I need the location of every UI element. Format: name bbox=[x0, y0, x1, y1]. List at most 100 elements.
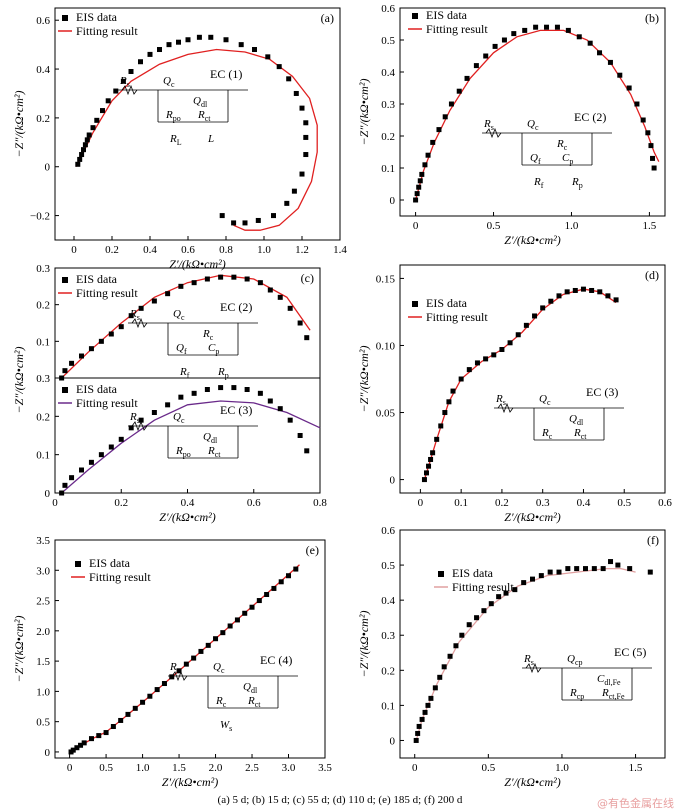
data-point bbox=[607, 59, 613, 65]
data-point bbox=[166, 42, 172, 48]
data-point bbox=[503, 590, 509, 596]
data-point bbox=[147, 693, 153, 699]
equivalent-circuit: Rs Qcp Cdl,Fe Rcp Rct,Fe bbox=[522, 653, 652, 701]
data-point bbox=[605, 293, 611, 299]
circuit-label: EC (3) bbox=[220, 403, 252, 417]
x-tick-label: 0.5 bbox=[617, 497, 631, 509]
data-point bbox=[483, 53, 489, 59]
data-point bbox=[118, 436, 124, 442]
chart-panel-c2: 0 0.2 0.4 0.6 0.8 0 0.1 0.2 0.3 Z′/(kΩ•cm²) −Z″/(k… bbox=[12, 347, 327, 524]
legend-label-fit: Fitting result bbox=[76, 286, 138, 300]
circuit-label: EC (1) bbox=[210, 67, 242, 81]
data-point bbox=[185, 37, 191, 43]
watermark-text: @有色金属在线 bbox=[597, 797, 674, 810]
data-point bbox=[213, 636, 219, 642]
x-tick-label: 0.8 bbox=[313, 497, 327, 509]
data-point bbox=[238, 42, 244, 48]
legend-label-data: EIS data bbox=[426, 8, 468, 22]
data-point bbox=[220, 630, 226, 636]
data-point bbox=[256, 598, 262, 604]
data-point bbox=[88, 346, 94, 352]
equivalent-circuit: Rs Qc Rc Qf Cp Rf Rp bbox=[482, 118, 612, 190]
data-point bbox=[466, 622, 472, 628]
resistor-symbol bbox=[121, 84, 138, 96]
legend-label-fit: Fitting result bbox=[452, 580, 514, 594]
circuit-element-label: Rct bbox=[247, 695, 261, 709]
y-tick-label: 0.15 bbox=[376, 273, 396, 285]
circuit-element-label: Qdl bbox=[569, 413, 584, 427]
resistor-symbol bbox=[171, 670, 188, 682]
panel-label: (c) bbox=[301, 271, 314, 285]
y-tick-label: 2.5 bbox=[36, 596, 50, 608]
legend-label-data: EIS data bbox=[76, 10, 118, 24]
data-point bbox=[118, 324, 124, 330]
data-point bbox=[244, 387, 250, 392]
data-point bbox=[252, 47, 257, 53]
data-point bbox=[425, 702, 431, 708]
circuit-element-label: Rs bbox=[523, 653, 534, 667]
y-tick-label: 0 bbox=[390, 735, 396, 747]
legend-marker-data bbox=[62, 15, 68, 21]
fit-curve bbox=[61, 400, 321, 494]
data-point bbox=[483, 356, 489, 362]
data-point bbox=[425, 152, 431, 158]
data-point bbox=[62, 368, 68, 374]
data-point bbox=[304, 335, 310, 341]
data-point bbox=[70, 747, 76, 753]
plot-frame bbox=[54, 7, 341, 241]
legend-label-data: EIS data bbox=[452, 566, 494, 580]
x-tick-label: 1.0 bbox=[257, 244, 271, 256]
data-point bbox=[59, 490, 65, 496]
y-tick-label: 0.4 bbox=[381, 67, 395, 79]
data-point bbox=[422, 709, 428, 715]
data-point bbox=[424, 470, 429, 476]
data-point bbox=[608, 559, 614, 565]
data-point bbox=[430, 450, 436, 456]
data-point bbox=[140, 699, 146, 705]
data-point bbox=[157, 47, 162, 53]
y-tick-label: 0.3 bbox=[381, 630, 395, 642]
data-point bbox=[538, 573, 544, 579]
y-tick-label: 0.6 bbox=[381, 525, 395, 537]
circuit-element-label: Rct bbox=[207, 445, 221, 459]
data-point bbox=[125, 711, 131, 717]
data-point bbox=[456, 88, 462, 94]
data-point bbox=[466, 367, 472, 373]
data-point bbox=[297, 433, 303, 438]
data-point bbox=[218, 385, 224, 391]
data-point bbox=[118, 717, 124, 723]
x-tick-label: 0.5 bbox=[99, 762, 113, 774]
circuit-element-label: Rc bbox=[202, 328, 214, 342]
data-point bbox=[299, 105, 305, 111]
data-point bbox=[413, 737, 419, 743]
figure-caption: (a) 5 d; (b) 15 d; (c) 55 d; (d) 110 d; … bbox=[217, 794, 463, 806]
data-point bbox=[556, 569, 562, 575]
data-point bbox=[650, 155, 656, 161]
x-tick-label: 1.4 bbox=[333, 244, 347, 256]
legend-label-data: EIS data bbox=[89, 556, 131, 570]
y-tick-label: 0 bbox=[45, 747, 51, 759]
data-point bbox=[267, 398, 273, 404]
resistor-symbol bbox=[525, 662, 542, 674]
data-point bbox=[78, 742, 84, 748]
data-point bbox=[583, 566, 588, 572]
x-tick-label: 1.2 bbox=[295, 244, 309, 256]
data-point bbox=[293, 90, 299, 96]
y-tick-label: 0.3 bbox=[36, 373, 50, 385]
y-tick-label: 0.6 bbox=[36, 15, 50, 27]
y-axis-label: −Z″/(kΩ•cm²) bbox=[357, 346, 371, 413]
data-point bbox=[521, 580, 527, 586]
figure: 0 0.2 0.4 0.6 0.8 1.0 1.2 1.4−0.200.20.40.6Z′/(… bbox=[12, 3, 672, 789]
panel-label: (b) bbox=[645, 11, 659, 25]
circuit-element-label: Rct bbox=[573, 427, 587, 441]
legend-label-fit: Fitting result bbox=[426, 22, 488, 36]
data-point bbox=[75, 161, 81, 167]
legend-marker-data bbox=[75, 561, 81, 567]
circuit-element-label: Rs bbox=[129, 308, 140, 322]
circuit-label: EC (2) bbox=[574, 110, 606, 124]
circuit-element-label: Rct,Fe bbox=[601, 687, 625, 701]
circuit-element-label: Qc bbox=[539, 393, 551, 407]
circuit-label: EC (2) bbox=[220, 300, 252, 314]
data-point bbox=[488, 601, 494, 607]
data-point bbox=[100, 108, 105, 114]
